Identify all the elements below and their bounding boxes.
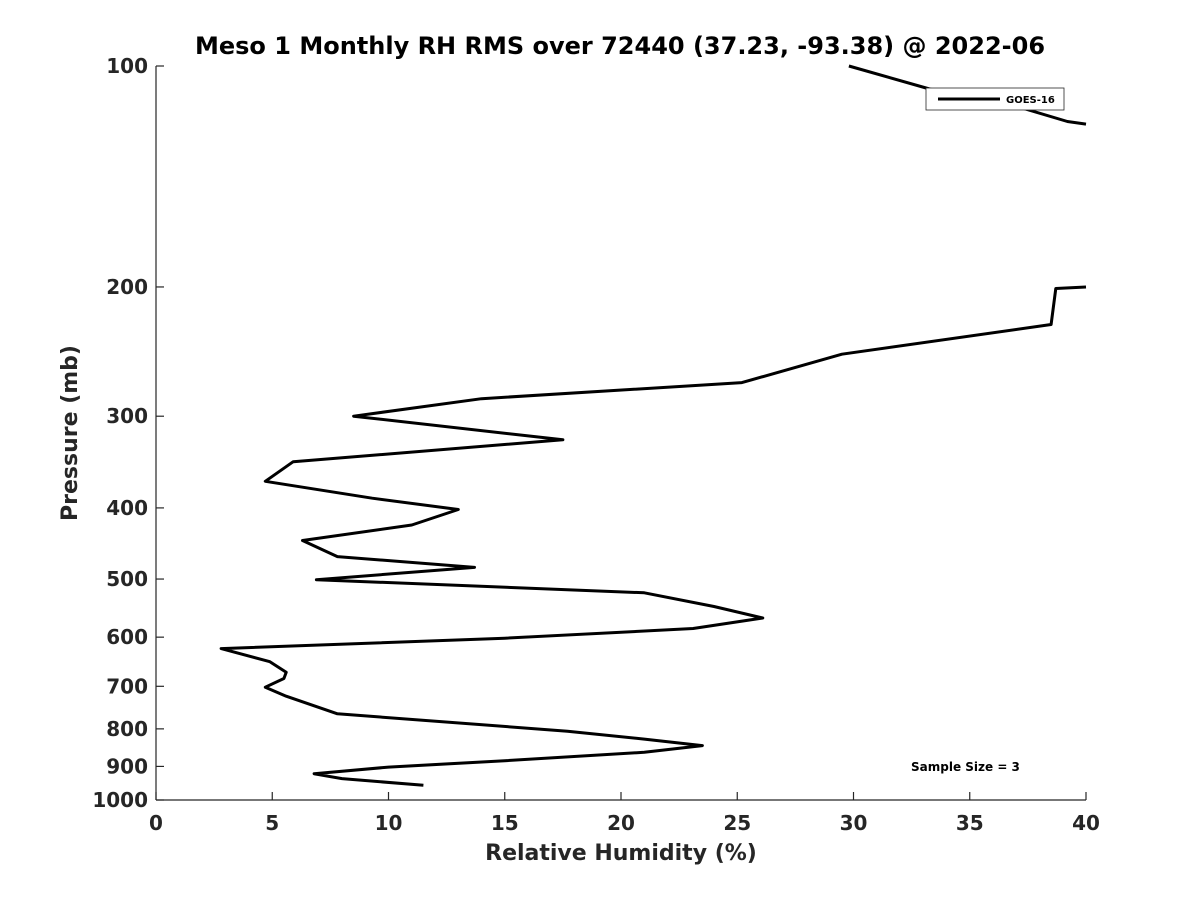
x-axis-label: Relative Humidity (%) <box>485 841 757 866</box>
legend: GOES-16 <box>925 87 1065 111</box>
series-line-goes-16-segment-2 <box>219 285 1087 787</box>
y-tick-label: 1000 <box>92 788 148 812</box>
x-tick-label: 5 <box>265 811 279 835</box>
y-tick-label: 900 <box>106 754 148 778</box>
series-lines <box>219 64 1087 787</box>
axes <box>155 66 1086 801</box>
x-tick-label: 40 <box>1072 811 1100 835</box>
y-tick-label: 700 <box>106 674 148 698</box>
y-tick-label: 800 <box>106 717 148 741</box>
y-tick-label: 200 <box>106 275 148 299</box>
x-tick-label: 35 <box>956 811 984 835</box>
y-tick-label: 600 <box>106 625 148 649</box>
x-tick-label: 30 <box>840 811 868 835</box>
x-tick-label: 15 <box>491 811 519 835</box>
legend-entry-goes-16: GOES-16 <box>1006 95 1055 106</box>
y-tick-label: 500 <box>106 567 148 591</box>
chart-title: Meso 1 Monthly RH RMS over 72440 (37.23,… <box>195 32 1045 60</box>
x-tick-label: 20 <box>607 811 635 835</box>
x-tick-label: 25 <box>723 811 751 835</box>
y-tick-label: 400 <box>106 496 148 520</box>
x-tick-label: 0 <box>149 811 163 835</box>
y-tick-label: 300 <box>106 404 148 428</box>
x-tick-label: 10 <box>375 811 403 835</box>
sample-size-annotation: Sample Size = 3 <box>911 760 1020 774</box>
y-axis-ticks: 100 200 300 400 500 600 700 800 900 1000 <box>92 54 164 812</box>
y-tick-label: 100 <box>106 54 148 78</box>
x-axis-ticks: 0 5 10 15 20 25 30 35 40 <box>149 792 1100 835</box>
y-axis-label: Pressure (mb) <box>58 345 83 521</box>
